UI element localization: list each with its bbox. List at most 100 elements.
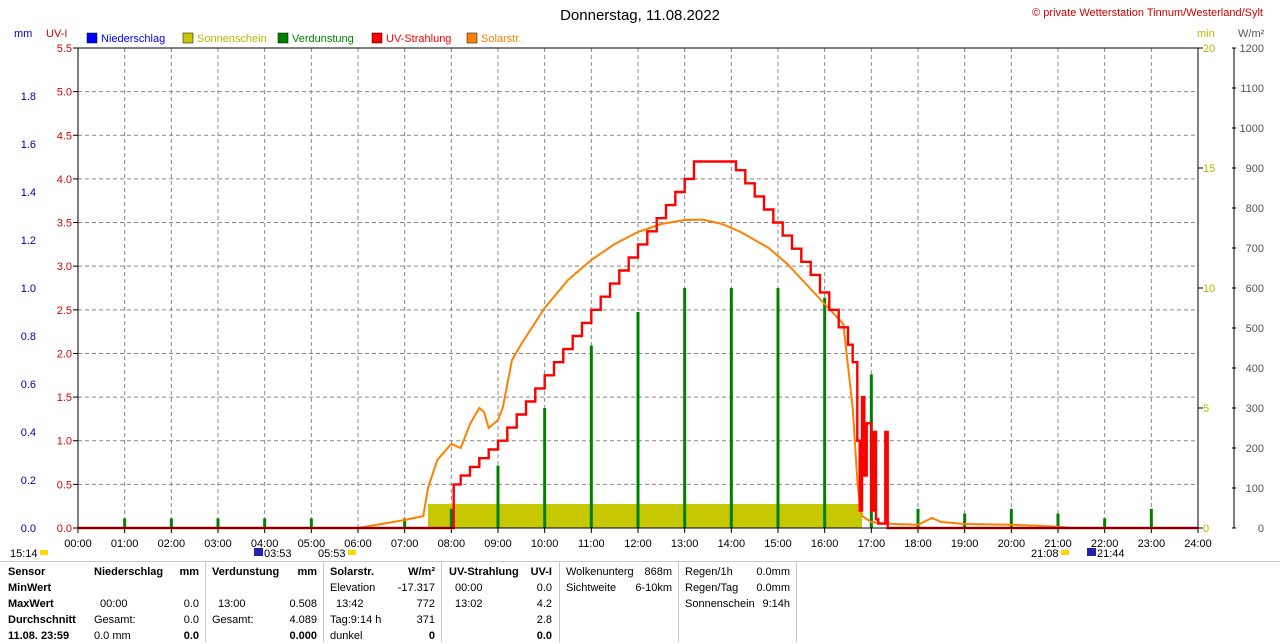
chart-title: Donnerstag, 11.08.2022: [560, 7, 720, 24]
plot-frame: [77, 47, 1199, 529]
x-tick-label: 02:00: [158, 538, 186, 550]
legend-label-niederschlag: Niederschlag: [101, 33, 165, 45]
niederschlag-max-time: 00:00: [100, 598, 128, 610]
x-tick-label: 05:00: [298, 538, 326, 550]
uv-tick-label: 5.0: [57, 87, 72, 99]
x-tick-label: 08:00: [438, 538, 466, 550]
x-tick-label: 03:00: [204, 538, 232, 550]
uv-tick-label: 4.5: [57, 130, 72, 142]
x-tick-label: 07:00: [391, 538, 419, 550]
mm-tick-label: 0.2: [21, 475, 36, 487]
legend-swatch-uv-strahlung: [371, 32, 383, 44]
wm2-tick-label: 1000: [1240, 123, 1264, 135]
x-tick-label: 16:00: [811, 538, 839, 550]
x-tick-label: 13:00: [671, 538, 699, 550]
legend-label-sonnenschein: Sonnenschein: [197, 33, 267, 45]
solar-line: [78, 218, 1198, 529]
mm-tick-label: 1.8: [21, 91, 36, 103]
rain-day-value: 0.0mm: [756, 582, 790, 594]
legend-swatch-verdunstung: [277, 32, 289, 44]
x-tick-label: 19:00: [951, 538, 979, 550]
solar-elevation-label: Elevation: [330, 582, 376, 594]
wm2-tick-label: 300: [1246, 403, 1264, 415]
min-tick-label: 5: [1203, 403, 1209, 415]
x-tick-label: 17:00: [858, 538, 886, 550]
sunrise-time: 05:53: [318, 548, 346, 560]
x-tick-label: 01:00: [111, 538, 139, 550]
cloud-column: Wolkenunterg 868m Sichtweite 6-10km: [566, 564, 672, 596]
cloud-value: 868m: [644, 566, 672, 578]
solar-unit: W/m²: [408, 566, 435, 578]
uv-max-time: 13:02: [455, 598, 483, 610]
x-tick-label: 15:00: [764, 538, 792, 550]
legend-label-uv-strahlung: UV-Strahlung: [386, 33, 451, 45]
legend-swatch-niederschlag: [86, 32, 98, 44]
niederschlag-max: 0.0: [183, 598, 199, 610]
solar-day: 371: [416, 614, 435, 626]
uv-tick-label: 1.0: [57, 436, 72, 448]
uv-tick-label: 2.5: [57, 305, 72, 317]
uv-max: 4.2: [536, 598, 552, 610]
verdunstung-total: 4.089: [289, 614, 317, 626]
x-tick-label: 09:00: [484, 538, 512, 550]
verdunstung-max: 0.508: [289, 598, 317, 610]
avg-label: Durchschnitt: [8, 614, 76, 626]
max-label: MaxWert: [8, 598, 54, 610]
uv-tick-label: 3.0: [57, 261, 72, 273]
stats-panel: Sensor MinWert MaxWert Durchschnitt 11.0…: [0, 561, 1280, 642]
verdunstung-total-label: Gesamt:: [212, 614, 254, 626]
verdunstung-unit: mm: [297, 566, 317, 578]
legend-swatch-solarstr: [466, 32, 478, 44]
visibility-label: Sichtweite: [566, 582, 617, 594]
rain-hour-value: 0.0mm: [756, 566, 790, 578]
uv-tick-label: 3.5: [57, 218, 72, 230]
wm2-tick-label: 500: [1246, 323, 1264, 335]
uv-tick-label: 0.5: [57, 479, 72, 491]
x-tick-label: 10:00: [531, 538, 559, 550]
rain-day-label: Regen/Tag: [685, 582, 739, 594]
x-tick-label: 11:00: [578, 538, 605, 550]
uv-tick-label: 4.0: [57, 174, 72, 186]
moonrise-icon: [254, 548, 263, 556]
mm-tick-label: 0.8: [21, 331, 36, 343]
sunshine-value: 9:14h: [762, 598, 790, 610]
wm2-tick-label: 600: [1246, 283, 1264, 295]
moon-left-icon: [40, 550, 48, 555]
mm-tick-label: 0.4: [21, 427, 36, 439]
mm-tick-label: 0.0: [21, 523, 36, 535]
legend-label-solarstr: Solarstr.: [481, 33, 521, 45]
solar-column: Solarstr. W/m² Elevation -17.317 13:42 772 …: [330, 564, 435, 644]
moonset-time: 21:44: [1097, 548, 1125, 560]
min-tick-label: 15: [1203, 163, 1215, 175]
verdunstung-max-time: 13:00: [218, 598, 246, 610]
wm2-tick-label: 200: [1246, 443, 1264, 455]
uv-extra: 0.0: [536, 630, 552, 642]
uv-line: [78, 160, 1198, 530]
x-tick-label: 21:00: [1044, 538, 1072, 550]
x-tick-label: 14:00: [718, 538, 746, 550]
wm2-tick-label: 400: [1246, 363, 1264, 375]
verdunstung-column: Verdunstung mm 13:00 0.508 Gesamt: 4.089 0.…: [212, 564, 317, 644]
verdunstung-extra: 0.000: [289, 630, 317, 642]
stats-labels-column: Sensor MinWert MaxWert Durchschnitt 11.0…: [8, 564, 88, 644]
x-tick-label: 06:00: [344, 538, 372, 550]
sunshine-label: Sonnenschein: [685, 598, 755, 610]
uv-tick-label: 1.5: [57, 392, 72, 404]
solar-header: Solarstr.: [330, 566, 375, 578]
uvi-unit-label: UV-I: [46, 28, 67, 40]
niederschlag-total-label: Gesamt:: [94, 614, 136, 626]
niederschlag-total: 0.0: [183, 614, 199, 626]
min-unit-label: min: [1197, 28, 1215, 40]
sensor-label: Sensor: [8, 566, 46, 578]
solar-max: 772: [416, 598, 435, 610]
uv-column: UV-Strahlung UV-I 00:00 0.0 13:02 4.2 2.8 0…: [449, 564, 552, 644]
moonrise-time: 03:53: [264, 548, 292, 560]
verdunstung-header: Verdunstung: [212, 566, 280, 578]
wm2-tick-label: 800: [1246, 203, 1264, 215]
sunrise-icon: [348, 550, 356, 555]
uv-tick-label: 2.0: [57, 348, 72, 360]
wm2-tick-label: 900: [1246, 163, 1264, 175]
x-tick-label: 00:00: [64, 538, 92, 550]
mm-tick-label: 1.6: [21, 139, 36, 151]
niederschlag-column: Niederschlag mm 00:00 0.0 Gesamt: 0.0 0.0 m…: [94, 564, 199, 644]
